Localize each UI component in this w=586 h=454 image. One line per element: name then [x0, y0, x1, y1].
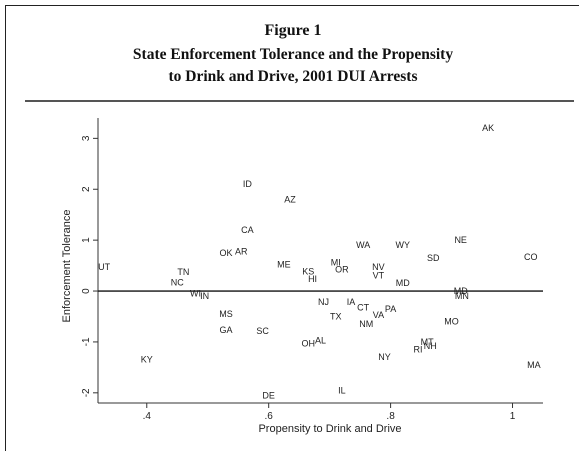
- point-label: IL: [338, 385, 346, 395]
- point-label: NC: [171, 277, 184, 287]
- y-tick-label: 1: [81, 237, 92, 243]
- point-label: PA: [385, 304, 396, 314]
- point-label: KY: [141, 355, 153, 365]
- point-label: MS: [219, 309, 233, 319]
- point-label: NM: [359, 319, 373, 329]
- point-label: ID: [243, 179, 253, 189]
- y-tick-label: 3: [81, 135, 92, 141]
- point-label: SD: [427, 253, 440, 263]
- point-label: MD: [454, 286, 468, 296]
- point-label: AZ: [284, 194, 296, 204]
- point-label: WY: [396, 240, 411, 250]
- point-label: WA: [356, 240, 370, 250]
- x-tick-label: .6: [265, 411, 274, 422]
- point-label: MT: [421, 337, 434, 347]
- point-label: NE: [454, 235, 467, 245]
- point-label: SC: [256, 326, 269, 336]
- point-label: AR: [235, 246, 248, 256]
- x-axis-label: Propensity to Drink and Drive: [258, 423, 401, 435]
- point-label: WI: [190, 289, 201, 299]
- point-label: OH: [302, 338, 316, 348]
- point-label: IA: [347, 297, 356, 307]
- y-tick-label: -1: [81, 337, 92, 346]
- point-label: IN: [200, 291, 209, 301]
- point-label: CA: [241, 225, 254, 235]
- point-label: HI: [308, 274, 317, 284]
- point-label: NJ: [318, 297, 329, 307]
- x-tick-label: .4: [143, 411, 152, 422]
- point-label: CO: [524, 252, 538, 262]
- y-tick-label: 2: [81, 186, 92, 192]
- point-label: AK: [482, 123, 494, 133]
- point-label: ME: [277, 260, 291, 270]
- x-tick-label: 1: [510, 411, 516, 422]
- title-rule: [25, 100, 574, 102]
- point-label: AL: [315, 335, 326, 345]
- point-label: MO: [444, 317, 459, 327]
- point-label: TX: [330, 311, 342, 321]
- point-label: CT: [357, 302, 369, 312]
- point-label: OK: [220, 248, 233, 258]
- point-label: MN: [455, 291, 469, 301]
- y-axis-label: Enforcement Tolerance: [61, 210, 73, 323]
- point-label: MI: [331, 258, 341, 268]
- point-label: OR: [335, 265, 349, 275]
- point-label: TN: [177, 267, 189, 277]
- figure-label: Figure 1: [264, 22, 322, 39]
- point-label: MA: [527, 360, 541, 370]
- figure-title-line1: State Enforcement Tolerance and the Prop…: [132, 46, 454, 63]
- y-tick-label: -2: [81, 388, 92, 397]
- point-label: NH: [424, 341, 437, 351]
- x-tick-label: .8: [386, 411, 395, 422]
- point-label: MD: [396, 278, 410, 288]
- point-label: VA: [373, 310, 384, 320]
- y-tick-label: 0: [81, 288, 92, 294]
- point-label: UT: [98, 262, 110, 272]
- point-label: NV: [372, 262, 385, 272]
- figure-title-line2: to Drink and Drive, 2001 DUI Arrests: [168, 68, 418, 85]
- figure-frame: [5, 5, 579, 451]
- point-label: NY: [378, 352, 391, 362]
- point-label: VT: [373, 270, 385, 280]
- point-label: KS: [302, 267, 314, 277]
- point-label: DE: [262, 390, 275, 400]
- point-label: RI: [414, 345, 423, 355]
- point-label: GA: [220, 325, 233, 335]
